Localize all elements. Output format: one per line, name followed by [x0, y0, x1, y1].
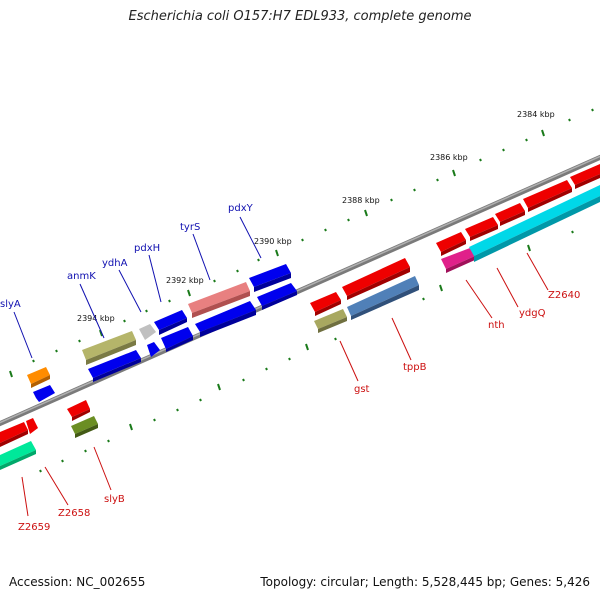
gene-ydhA[interactable]	[139, 324, 156, 340]
gene-red-6[interactable]	[523, 180, 572, 208]
gene-red-3[interactable]	[436, 232, 466, 252]
gene-pdxY[interactable]	[249, 264, 291, 287]
gene-red-8[interactable]	[67, 400, 90, 417]
forward-leaders	[13, 216, 262, 359]
label-slyA: slyA	[0, 299, 21, 310]
gene-pdxH[interactable]	[154, 310, 187, 330]
gene-blue-long-1[interactable]	[88, 350, 141, 378]
gene-blue-long-2[interactable]	[195, 301, 256, 332]
gene-anmK[interactable]	[82, 331, 136, 360]
gene-ydgQ[interactable]	[469, 185, 600, 256]
genome-summary: Topology: circular; Length: 5,528,445 bp…	[260, 575, 590, 589]
label-tyrS: tyrS	[180, 222, 200, 233]
gene-nth[interactable]	[441, 248, 475, 269]
label-gst: gst	[354, 384, 370, 395]
label-Z2640: Z2640	[548, 290, 580, 301]
map-title: Escherichia coli O157:H7 EDL933, complet…	[128, 9, 472, 24]
tick-label-2388: 2388 kbp	[342, 196, 380, 205]
label-Z2658: Z2658	[58, 508, 90, 519]
gene-tppB[interactable]	[347, 276, 419, 316]
gene-gst[interactable]	[314, 309, 347, 329]
label-Z2659: Z2659	[18, 522, 50, 533]
gene-red-9[interactable]	[0, 422, 28, 443]
gene-red-5[interactable]	[495, 203, 525, 222]
gene-red-1[interactable]	[310, 292, 341, 312]
label-pdxH: pdxH	[134, 243, 160, 254]
gene-blue-small-2[interactable]	[147, 342, 160, 357]
gene-red-4[interactable]	[465, 217, 498, 237]
accession-text: Accession: NC_002655	[9, 575, 146, 589]
tick-label-2386: 2386 kbp	[430, 153, 468, 162]
label-anmK: anmK	[67, 271, 96, 282]
label-nth: nth	[488, 320, 505, 331]
label-pdxY: pdxY	[228, 203, 254, 214]
label-tppB: tppB	[403, 362, 427, 373]
gene-slyA[interactable]	[27, 367, 50, 384]
gene-tyrS[interactable]	[188, 282, 250, 313]
gene-red-10[interactable]	[26, 418, 38, 434]
scale-ticks	[9, 108, 594, 378]
label-slyB: slyB	[104, 494, 125, 505]
label-ydgQ: ydgQ	[519, 308, 546, 319]
gene-blue-small-1[interactable]	[33, 385, 55, 402]
gene-blue-4[interactable]	[257, 283, 297, 306]
gene-slyB[interactable]	[71, 416, 98, 434]
label-ydhA: ydhA	[102, 258, 128, 269]
tick-label-2390: 2390 kbp	[254, 237, 292, 246]
tick-label-2392: 2392 kbp	[166, 276, 204, 285]
tick-label-2384: 2384 kbp	[517, 110, 555, 119]
backbone	[0, 154, 600, 427]
gene-blue-3[interactable]	[161, 327, 193, 349]
gene-red-7[interactable]	[570, 164, 600, 185]
forward-genes	[27, 264, 297, 402]
gene-Z2658[interactable]	[0, 441, 36, 466]
reverse-leaders	[21, 252, 549, 517]
lower-ticks	[39, 230, 574, 473]
reverse-genes	[0, 164, 600, 470]
gene-red-2[interactable]	[342, 258, 410, 296]
